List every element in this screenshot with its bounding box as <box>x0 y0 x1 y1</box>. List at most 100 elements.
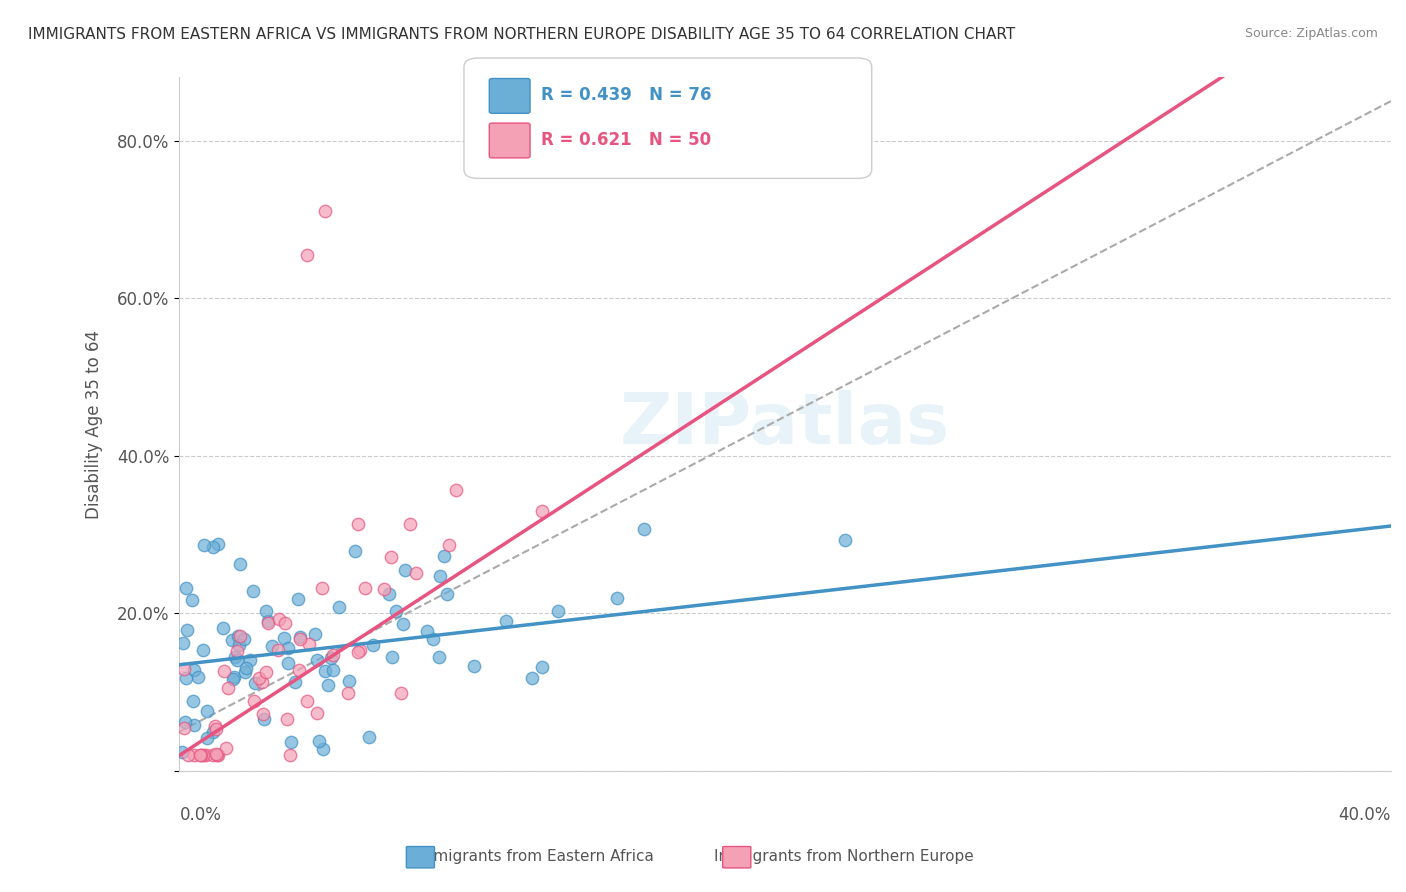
Point <box>173 663 195 677</box>
Point <box>174 581 197 595</box>
Y-axis label: Disability Age 35 to 64: Disability Age 35 to 64 <box>86 330 103 519</box>
Point <box>530 660 553 674</box>
Point <box>254 604 277 618</box>
Point <box>349 642 371 657</box>
Point <box>298 636 321 650</box>
Point <box>343 543 366 558</box>
Point <box>405 566 427 580</box>
Point <box>207 748 229 763</box>
Point <box>207 748 229 763</box>
Point <box>389 686 412 700</box>
Point <box>422 632 444 646</box>
Point <box>253 712 276 726</box>
Point <box>277 640 299 655</box>
Point <box>176 624 198 638</box>
Point <box>295 248 318 262</box>
Point <box>314 664 336 678</box>
Text: Immigrants from Northern Europe: Immigrants from Northern Europe <box>714 849 973 863</box>
Point <box>273 631 295 645</box>
Point <box>495 614 517 628</box>
Point <box>322 648 344 663</box>
Point <box>172 635 194 649</box>
Point <box>195 731 218 746</box>
Point <box>287 591 309 606</box>
Point <box>307 706 329 720</box>
Point <box>212 621 235 635</box>
Text: ZIPatlas: ZIPatlas <box>620 390 950 458</box>
Point <box>215 740 238 755</box>
Point <box>337 686 360 700</box>
Point <box>250 675 273 690</box>
Point <box>183 694 205 708</box>
Text: R = 0.621   N = 50: R = 0.621 N = 50 <box>541 131 711 149</box>
Point <box>361 638 384 652</box>
Point <box>377 587 399 601</box>
Point <box>394 564 416 578</box>
Point <box>257 616 280 631</box>
Point <box>373 582 395 597</box>
Point <box>239 652 262 666</box>
Point <box>193 538 215 552</box>
Point <box>254 665 277 680</box>
Point <box>606 591 628 606</box>
Point <box>392 617 415 632</box>
Point <box>229 557 252 571</box>
Point <box>547 604 569 618</box>
Point <box>416 624 439 638</box>
Point <box>183 718 205 732</box>
Point <box>288 630 311 644</box>
Point <box>197 704 219 718</box>
Point <box>190 748 212 763</box>
Point <box>522 671 544 685</box>
Point <box>314 204 336 219</box>
Point <box>436 587 458 601</box>
Point <box>229 629 252 643</box>
Point <box>183 663 205 677</box>
Point <box>308 734 330 748</box>
Point <box>205 722 228 736</box>
Text: 0.0%: 0.0% <box>180 805 221 824</box>
Point <box>181 593 204 607</box>
Point <box>243 694 266 708</box>
Point <box>221 633 243 648</box>
Point <box>194 748 217 763</box>
Point <box>224 650 246 665</box>
Point <box>353 581 375 595</box>
Point <box>243 676 266 690</box>
Point <box>173 722 195 736</box>
Point <box>204 719 226 733</box>
Point <box>191 643 214 657</box>
Point <box>226 644 249 658</box>
Point <box>252 706 274 721</box>
Point <box>228 638 250 652</box>
Point <box>183 748 205 763</box>
Point <box>311 581 333 595</box>
Point <box>347 645 370 659</box>
Point <box>633 522 655 536</box>
Point <box>304 627 326 641</box>
Text: Immigrants from Eastern Africa: Immigrants from Eastern Africa <box>415 849 654 863</box>
Point <box>172 745 194 759</box>
Point <box>398 516 420 531</box>
Point <box>214 665 236 679</box>
Point <box>322 663 344 677</box>
Point <box>321 650 343 665</box>
Point <box>284 674 307 689</box>
Point <box>204 747 226 761</box>
Point <box>260 640 283 654</box>
Point <box>188 748 211 763</box>
Point <box>427 650 450 665</box>
Point <box>280 735 302 749</box>
Point <box>235 660 257 674</box>
Point <box>429 569 451 583</box>
Point <box>174 714 197 729</box>
Point <box>277 656 299 670</box>
Point <box>328 600 350 615</box>
Point <box>242 583 264 598</box>
Point <box>201 725 224 739</box>
Point <box>193 748 215 763</box>
Point <box>225 653 247 667</box>
Point <box>187 670 209 684</box>
Point <box>463 659 485 673</box>
Point <box>247 671 270 685</box>
